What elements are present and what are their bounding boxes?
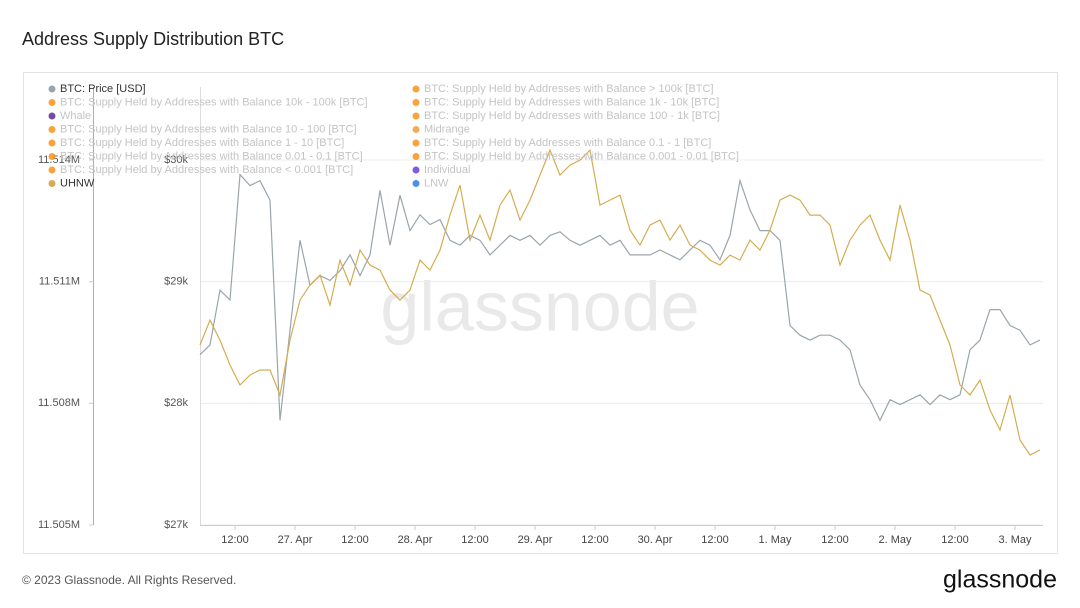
x-tick-label: 30. Apr xyxy=(638,534,673,546)
chart-title: Address Supply Distribution BTC xyxy=(22,29,284,49)
legend-marker xyxy=(48,153,56,160)
legend-marker xyxy=(412,112,420,120)
legend-label[interactable]: BTC: Supply Held by Addresses with Balan… xyxy=(424,83,714,95)
watermark: glassnode xyxy=(380,267,699,345)
legend-label[interactable]: BTC: Supply Held by Addresses with Balan… xyxy=(424,150,739,162)
legend-marker xyxy=(48,112,56,120)
x-tick-label: 12:00 xyxy=(701,534,729,546)
x-tick-label: 12:00 xyxy=(581,534,609,546)
legend-marker xyxy=(412,166,420,174)
legend-marker xyxy=(412,153,420,160)
legend-marker xyxy=(412,126,420,133)
legend-label[interactable]: BTC: Supply Held by Addresses with Balan… xyxy=(424,110,720,122)
series-line xyxy=(199,173,1041,422)
legend-marker xyxy=(412,139,420,147)
legend-marker xyxy=(48,126,56,133)
y2-tick-label: 11.514M xyxy=(38,154,80,166)
legend-label[interactable]: BTC: Price [USD] xyxy=(60,83,146,95)
x-tick-label: 12:00 xyxy=(821,534,849,546)
legend-marker xyxy=(412,99,420,106)
legend-marker xyxy=(48,139,56,147)
y-tick-label: $30k xyxy=(164,154,188,166)
legend-label[interactable]: BTC: Supply Held by Addresses with Balan… xyxy=(60,164,353,176)
legend-label[interactable]: BTC: Supply Held by Addresses with Balan… xyxy=(60,137,344,149)
copyright: © 2023 Glassnode. All Rights Reserved. xyxy=(22,573,236,587)
legend-label[interactable]: LNW xyxy=(424,177,449,189)
x-tick-label: 12:00 xyxy=(941,534,969,546)
legend-label[interactable]: BTC: Supply Held by Addresses with Balan… xyxy=(424,137,711,149)
legend-label[interactable]: Individual xyxy=(424,164,470,176)
y2-tick-label: 11.508M xyxy=(38,397,80,409)
legend-label[interactable]: UHNW xyxy=(60,177,95,189)
legend-marker xyxy=(48,85,56,93)
y-tick-label: $29k xyxy=(164,276,188,288)
legend-marker xyxy=(48,99,56,106)
x-tick-label: 3. May xyxy=(998,534,1032,546)
x-tick-label: 2. May xyxy=(878,534,912,546)
y2-tick-label: 11.511M xyxy=(39,276,80,288)
x-tick-label: 29. Apr xyxy=(518,534,553,546)
x-tick-label: 27. Apr xyxy=(278,534,313,546)
x-tick-label: 28. Apr xyxy=(398,534,433,546)
legend-marker xyxy=(48,166,56,174)
logo: glassnode xyxy=(943,566,1057,594)
x-tick-label: 1. May xyxy=(758,534,792,546)
chart-frame xyxy=(23,72,1058,554)
legend-marker xyxy=(412,180,420,187)
legend-marker xyxy=(48,180,56,187)
legend-label[interactable]: BTC: Supply Held by Addresses with Balan… xyxy=(60,150,363,162)
y2-tick-label: 11.505M xyxy=(38,519,80,531)
legend-label[interactable]: Midrange xyxy=(424,123,470,135)
y-tick-label: $28k xyxy=(164,397,188,409)
legend-label[interactable]: BTC: Supply Held by Addresses with Balan… xyxy=(60,96,368,108)
legend-label[interactable]: Whale xyxy=(60,110,91,122)
series-line xyxy=(199,148,1041,456)
legend-marker xyxy=(412,85,420,93)
x-tick-label: 12:00 xyxy=(461,534,489,546)
legend-label[interactable]: BTC: Supply Held by Addresses with Balan… xyxy=(60,123,357,135)
y-tick-label: $27k xyxy=(164,519,188,531)
x-tick-label: 12:00 xyxy=(341,534,369,546)
x-tick-label: 12:00 xyxy=(221,534,249,546)
legend-label[interactable]: BTC: Supply Held by Addresses with Balan… xyxy=(424,96,719,108)
